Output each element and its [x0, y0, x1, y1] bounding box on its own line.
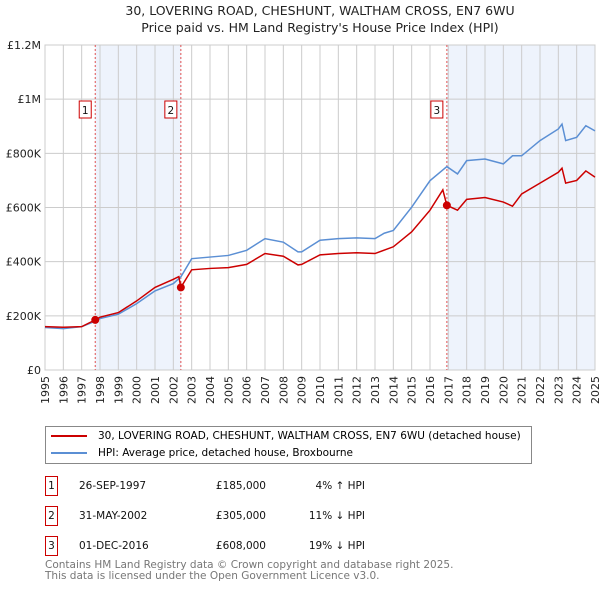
sale-marker: 1 [45, 476, 58, 496]
y-tick-label: £1M [18, 93, 42, 106]
x-tick-label: 2023 [552, 376, 565, 404]
sale-label: 3 [434, 105, 441, 117]
x-tick-label: 2010 [314, 376, 327, 404]
sale-hpi-diff: 4% ↑ HPI [315, 480, 365, 492]
sale-row: 1 26-SEP-1997 £185,000 4% ↑ HPI [45, 476, 545, 496]
sale-date: 01-DEC-2016 [79, 540, 149, 552]
x-tick-label: 1995 [39, 376, 52, 404]
sale-marker: 3 [45, 536, 58, 556]
footer-copyright: Contains HM Land Registry data © Crown c… [45, 559, 454, 571]
sale-point [91, 315, 100, 324]
legend-item-property: 30, LOVERING ROAD, CHESHUNT, WALTHAM CRO… [51, 430, 521, 442]
sale-price: £185,000 [215, 480, 266, 492]
legend-swatch-blue [51, 452, 87, 454]
chart-subtitle: Price paid vs. HM Land Registry's House … [141, 20, 499, 35]
x-tick-label: 2000 [131, 376, 144, 404]
x-tick-label: 2007 [259, 376, 272, 404]
sale-hpi-diff: 11% ↓ HPI [308, 510, 365, 522]
sale-hpi-diff: 19% ↓ HPI [308, 540, 365, 552]
x-tick-label: 2001 [149, 376, 162, 404]
x-tick-label: 2012 [351, 376, 364, 404]
x-tick-label: 2011 [332, 376, 345, 404]
y-tick-label: £600K [6, 202, 42, 215]
x-tick-label: 2009 [296, 376, 309, 404]
sale-point [176, 283, 185, 292]
sale-marker: 2 [45, 506, 58, 526]
sale-label: 1 [82, 105, 89, 117]
x-tick-label: 2016 [424, 376, 437, 404]
x-tick-label: 1997 [76, 376, 89, 404]
y-tick-label: £0 [27, 364, 41, 377]
sale-row: 2 31-MAY-2002 £305,000 11% ↓ HPI [45, 506, 545, 526]
x-tick-label: 2025 [589, 376, 600, 404]
x-tick-label: 2017 [442, 376, 455, 404]
x-tick-label: 2006 [241, 376, 254, 404]
sale-point [442, 201, 451, 210]
series-line [44, 122, 596, 330]
legend-label: HPI: Average price, detached house, Brox… [98, 447, 353, 459]
x-tick-label: 2002 [167, 376, 180, 404]
x-tick-label: 2008 [277, 376, 290, 404]
x-tick-label: 2024 [571, 376, 584, 404]
x-tick-label: 1996 [57, 376, 70, 404]
plot-border [44, 44, 596, 371]
footer-licence: This data is licensed under the Open Gov… [45, 570, 380, 582]
y-tick-label: £400K [6, 256, 42, 269]
chart-title: 30, LOVERING ROAD, CHESHUNT, WALTHAM CRO… [125, 3, 515, 18]
sale-label-box [78, 100, 92, 119]
y-tick-label: £800K [6, 147, 42, 160]
legend: 30, LOVERING ROAD, CHESHUNT, WALTHAM CRO… [45, 426, 532, 464]
x-tick-label: 2004 [204, 376, 217, 404]
sale-date: 31-MAY-2002 [79, 510, 148, 522]
sale-price: £608,000 [215, 540, 266, 552]
x-tick-label: 2020 [497, 376, 510, 404]
sale-date: 26-SEP-1997 [79, 480, 147, 492]
x-tick-label: 2015 [406, 376, 419, 404]
legend-swatch-red [51, 435, 87, 437]
legend-item-hpi: HPI: Average price, detached house, Brox… [51, 447, 353, 459]
x-tick-label: 2014 [387, 376, 400, 404]
x-tick-label: 1999 [112, 376, 125, 404]
sale-price: £305,000 [215, 510, 266, 522]
sale-label-box [164, 100, 178, 119]
x-tick-label: 2021 [516, 376, 529, 404]
x-tick-label: 2018 [461, 376, 474, 404]
sale-label-box [430, 100, 444, 119]
y-tick-label: £1.2M [7, 39, 41, 52]
x-tick-label: 2022 [534, 376, 547, 404]
series-line [44, 166, 596, 328]
x-tick-label: 2003 [186, 376, 199, 404]
x-tick-label: 2019 [479, 376, 492, 404]
x-tick-label: 2013 [369, 376, 382, 404]
sale-row: 3 01-DEC-2016 £608,000 19% ↓ HPI [45, 536, 545, 556]
x-tick-label: 1998 [94, 376, 107, 404]
price-chart: 1995 1996 1997 1998 1999 2000 2001 2002 2003 2004… [6, 39, 600, 404]
legend-label: 30, LOVERING ROAD, CHESHUNT, WALTHAM CRO… [98, 430, 521, 442]
sale-label: 2 [168, 105, 175, 117]
y-tick-label: £200K [6, 310, 42, 323]
x-tick-label: 2005 [222, 376, 235, 404]
